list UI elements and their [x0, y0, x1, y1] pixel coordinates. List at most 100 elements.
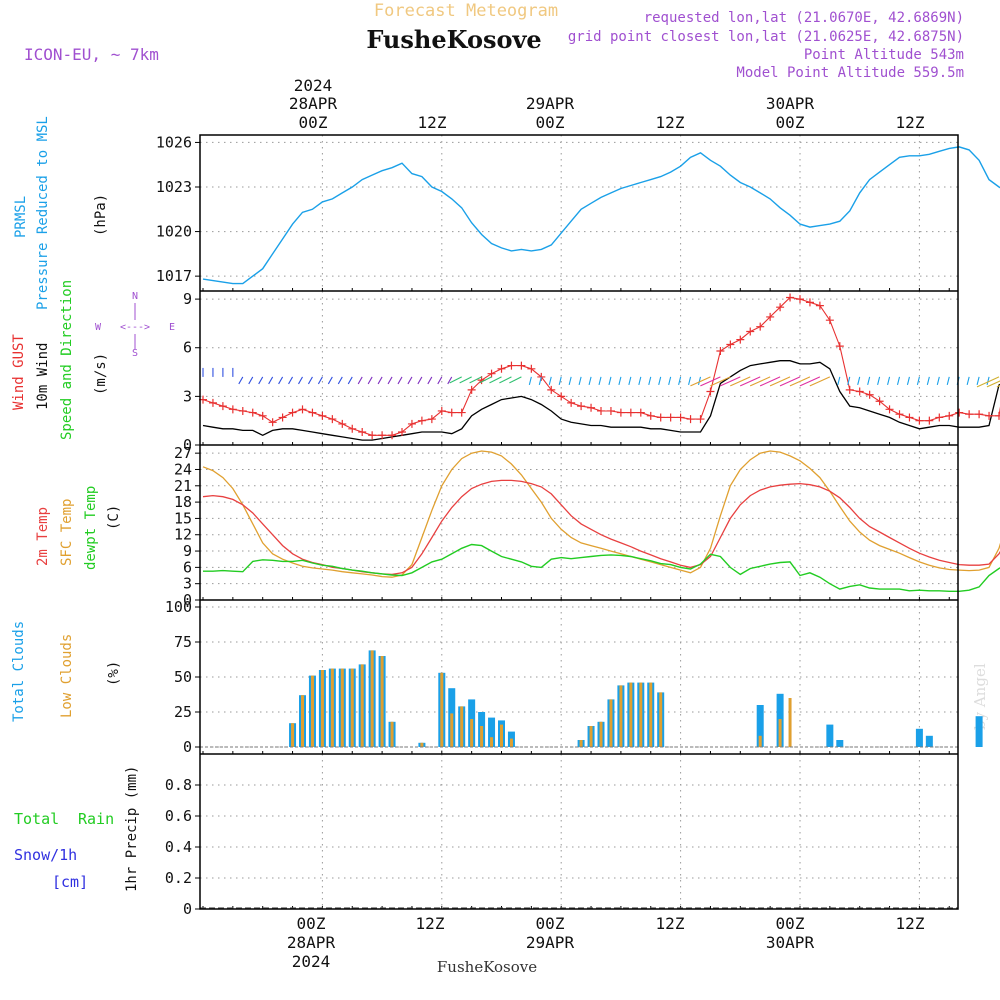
- total-cloud-bar: [975, 716, 983, 747]
- wind-direction-arrow: [618, 376, 622, 386]
- wind-direction-arrow: [857, 376, 861, 386]
- gust-marker: [368, 431, 377, 440]
- footer-location: FusheKosove: [437, 958, 537, 976]
- gust-marker: [597, 406, 605, 415]
- wind-direction-arrow: [847, 376, 851, 386]
- gust-marker: [955, 408, 964, 417]
- wind-direction-arrow: [887, 376, 891, 386]
- y-tick-label: 0: [183, 436, 192, 454]
- clouds-label-1: Total Clouds: [11, 621, 27, 722]
- y-tick-label: 1026: [156, 133, 192, 151]
- wind-direction-arrow: [779, 376, 801, 387]
- y-tick-label: 0.6: [165, 807, 192, 825]
- bottom-tick-label: 12Z: [656, 914, 685, 933]
- y-tick-label: 0.2: [165, 869, 192, 887]
- wind-direction-arrow: [976, 376, 1000, 388]
- low-cloud-bar: [778, 719, 782, 747]
- y-tick-label: 9: [183, 290, 192, 308]
- wind-direction-arrow: [946, 376, 950, 386]
- gust-marker: [407, 419, 416, 428]
- wind-direction-arrow: [986, 380, 1000, 388]
- gust-marker: [706, 387, 715, 396]
- precip-label-snow: Snow/1h: [14, 846, 77, 864]
- low-cloud-bar: [340, 668, 344, 747]
- gust-marker: [796, 295, 804, 304]
- wind-direction-arrow: [558, 376, 562, 386]
- low-cloud-bar: [629, 682, 633, 747]
- model-altitude: Model Point Altitude 559.5m: [736, 65, 964, 81]
- gust-marker: [716, 346, 725, 355]
- wind-direction-arrow: [730, 376, 751, 387]
- gust-marker: [905, 413, 914, 422]
- wind-label-2: 10m Wind: [35, 343, 51, 410]
- total-cloud-bar: [925, 735, 933, 747]
- low-cloud-bar: [330, 668, 334, 747]
- wind-direction-arrow: [407, 376, 413, 385]
- wind-direction-arrow: [578, 376, 582, 386]
- wind-direction-arrow: [479, 376, 492, 384]
- wind-direction-arrow: [877, 376, 881, 386]
- top-date-3: 30APR: [766, 94, 815, 113]
- wind-direction-arrow: [238, 376, 244, 385]
- precip-unit: 1hr Precip (mm): [124, 766, 140, 892]
- gust-marker: [348, 424, 357, 433]
- wind-direction-arrow: [499, 376, 512, 384]
- wind-direction-arrow: [700, 376, 721, 387]
- gust-marker: [746, 327, 755, 336]
- y-tick-label: 0.4: [165, 838, 192, 856]
- wind-direction-arrow: [387, 376, 393, 385]
- gust-marker: [646, 411, 655, 420]
- gust-marker: [726, 340, 735, 349]
- y-tick-label: 24: [174, 460, 192, 478]
- total-cloud-bar: [915, 728, 923, 747]
- wind-direction-arrow: [298, 376, 303, 385]
- top-tick-label: 00Z: [299, 113, 328, 132]
- wind-direction-arrow: [427, 376, 433, 385]
- low-cloud-bar: [450, 713, 454, 747]
- wind-direction-arrow: [688, 376, 692, 386]
- low-cloud-bar: [758, 735, 762, 747]
- wind-direction-arrow: [268, 376, 274, 385]
- clouds-unit: (%): [106, 661, 122, 686]
- gust-marker: [427, 415, 436, 424]
- low-cloud-bar: [500, 724, 503, 747]
- gust-marker: [547, 385, 556, 394]
- gust-marker: [228, 405, 237, 414]
- wind-direction-arrow: [417, 376, 423, 385]
- gust-marker: [606, 406, 615, 415]
- wind-direction-arrow: [658, 376, 662, 386]
- wind-label-3: Speed and Direction: [59, 280, 75, 440]
- low-cloud-bar: [788, 698, 792, 747]
- wind-direction-arrow: [648, 376, 652, 386]
- wind-direction-arrow: [588, 376, 592, 386]
- gust-marker: [338, 419, 347, 428]
- pressure-label-2: Pressure Reduced to MSL: [35, 116, 51, 310]
- gust-marker: [815, 301, 824, 310]
- gust-marker: [636, 408, 645, 417]
- y-tick-label: 6: [183, 339, 192, 357]
- gust-marker: [835, 342, 844, 351]
- wind-direction-arrow: [528, 376, 532, 386]
- wind-direction-arrow: [317, 376, 323, 385]
- wind-direction-arrow: [509, 376, 522, 384]
- bottom-year: 2024: [292, 952, 331, 971]
- wind-direction-arrow: [759, 376, 781, 387]
- closest-coords: grid point closest lon,lat (21.0625E, 42…: [568, 29, 964, 45]
- low-cloud-bar: [609, 699, 613, 747]
- plot-frame: [199, 134, 959, 910]
- precip-label-total: Total: [14, 810, 59, 828]
- frames-layer: [199, 134, 959, 910]
- wind-speed-line: [202, 360, 1000, 441]
- y-tick-label: 50: [174, 668, 192, 686]
- gust-marker: [268, 418, 277, 427]
- compass-east: E: [169, 322, 175, 333]
- gust-marker: [527, 364, 536, 373]
- y-tick-label: 15: [174, 509, 192, 527]
- wind-direction-arrow: [906, 376, 910, 386]
- gust-marker: [925, 416, 934, 425]
- wind-direction-arrow: [288, 376, 294, 385]
- wind-direction-arrow: [568, 376, 572, 386]
- gust-marker: [875, 397, 884, 406]
- y-tick-label: 21: [174, 477, 192, 495]
- total-cloud-bar: [488, 717, 496, 747]
